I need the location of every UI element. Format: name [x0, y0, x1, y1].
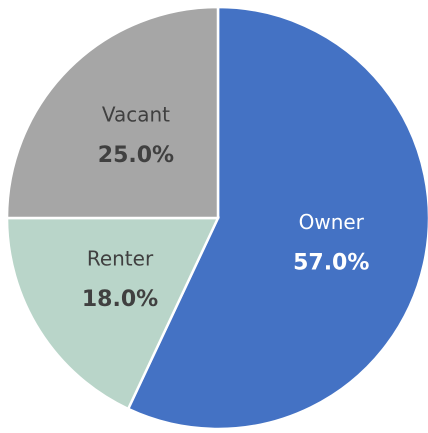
- slice-label: Renter: [87, 247, 154, 271]
- pie-slice: [5, 5, 220, 220]
- slice-value-label: 18.0%: [82, 287, 158, 312]
- slice-label: Vacant: [102, 102, 170, 126]
- slice-value-label: 25.0%: [98, 143, 174, 168]
- slice-label: Owner: [299, 210, 365, 234]
- slice-value-label: 57.0%: [293, 250, 369, 275]
- pie-slice: [126, 5, 428, 431]
- pie-slice: [5, 216, 220, 411]
